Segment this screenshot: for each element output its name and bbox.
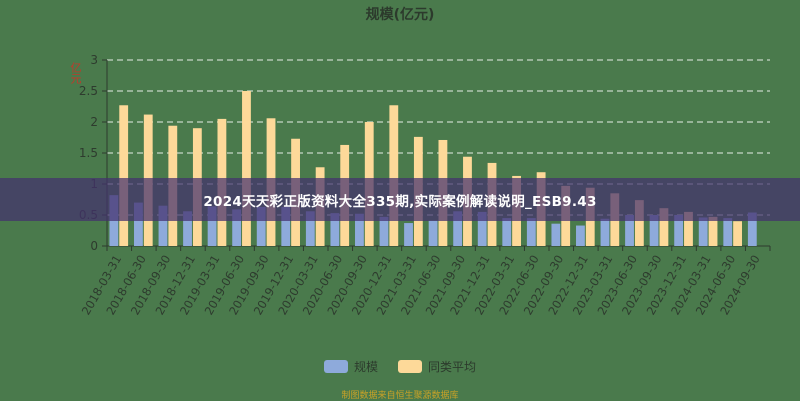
bar-scale[interactable] <box>183 211 192 246</box>
bar-scale[interactable] <box>232 209 242 246</box>
bar-scale[interactable] <box>600 218 610 246</box>
legend-label-peer-average: 同类平均 <box>428 360 477 374</box>
bar-scale[interactable] <box>551 223 561 246</box>
legend-item-scale[interactable]: 规模 <box>323 358 378 375</box>
bar-scale[interactable] <box>330 213 340 246</box>
legend-swatch-scale <box>323 360 348 373</box>
bar-scale[interactable] <box>428 220 438 246</box>
bar-peer-average[interactable] <box>242 91 251 246</box>
y-tick-label: 2.5 <box>79 84 98 98</box>
bar-peer-average[interactable] <box>708 216 718 246</box>
banner-text: 2024天天彩正版资料大全335期,实际案例解读说明_ESB9.43 <box>203 193 597 210</box>
bar-scale[interactable] <box>576 225 585 246</box>
bar-scale[interactable] <box>453 211 463 246</box>
bar-scale[interactable] <box>207 206 217 246</box>
bar-scale[interactable] <box>477 211 487 246</box>
bar-scale[interactable] <box>625 215 634 246</box>
bar-scale[interactable] <box>502 218 512 246</box>
chart-title: 规模(亿元) <box>365 7 435 23</box>
bar-peer-average[interactable] <box>659 208 669 246</box>
bar-peer-average[interactable] <box>684 211 693 246</box>
y-tick-label: 0 <box>90 239 98 253</box>
bar-scale[interactable] <box>281 206 291 246</box>
legend-swatch-peer-average <box>398 360 422 373</box>
bar-scale[interactable] <box>305 211 315 246</box>
bar-scale[interactable] <box>256 206 266 246</box>
y-axis-unit-label: 亿元 <box>69 62 82 84</box>
bar-scale[interactable] <box>649 215 659 246</box>
y-tick-label: 2 <box>90 115 98 129</box>
bar-scale[interactable] <box>723 218 733 246</box>
overlay-banner: 2024天天彩正版资料大全335期,实际案例解读说明_ESB9.43 <box>0 178 800 221</box>
bar-scale[interactable] <box>134 202 143 246</box>
bar-peer-average[interactable] <box>389 105 399 246</box>
bar-peer-average[interactable] <box>733 221 742 246</box>
bar-scale[interactable] <box>674 215 684 246</box>
bar-scale[interactable] <box>698 217 708 246</box>
bar-scale[interactable] <box>158 205 168 246</box>
data-source-note: 制图数据来自恒生聚源数据库 <box>341 391 459 401</box>
legend-item-peer-average[interactable]: 同类平均 <box>398 358 476 375</box>
bar-peer-average[interactable] <box>119 105 129 246</box>
bar-scale[interactable] <box>355 213 364 246</box>
bar-scale[interactable] <box>747 212 757 246</box>
bar-scale[interactable] <box>526 218 536 246</box>
y-tick-label: 3 <box>90 53 98 67</box>
y-tick-label: 1.5 <box>79 146 98 160</box>
legend-label-scale: 规模 <box>353 360 378 374</box>
legend: 规模 同类平均 <box>0 358 800 375</box>
bar-scale[interactable] <box>404 223 413 246</box>
bar-scale[interactable] <box>379 216 389 246</box>
bar-peer-average[interactable] <box>634 200 644 246</box>
